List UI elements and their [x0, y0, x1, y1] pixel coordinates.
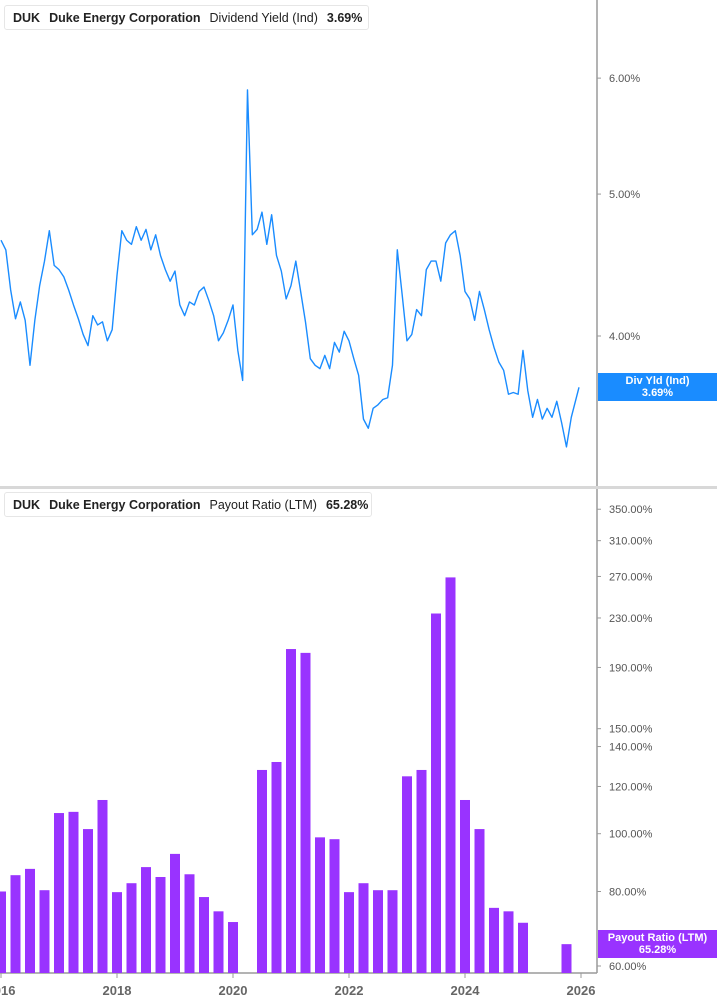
- y-tick-label: 350.00%: [609, 504, 653, 516]
- payout-bar: [373, 890, 383, 973]
- payout-bar: [54, 813, 64, 973]
- y-tick-label: 4.00%: [609, 331, 640, 343]
- legend-value: 3.69%: [326, 10, 363, 25]
- x-tick-label: 2026: [567, 983, 596, 998]
- payout-bar: [155, 877, 166, 973]
- y-tick-label: 190.00%: [609, 662, 653, 674]
- dividend-yield-line: [0, 89, 580, 448]
- payout-bar: [503, 911, 514, 973]
- payout-bar: [445, 577, 456, 973]
- current-payout-value: 65.28%: [638, 944, 677, 956]
- payout-bar: [489, 907, 499, 973]
- legend-ticker: DUK: [13, 497, 41, 512]
- legend-metric: Dividend Yield (Ind): [209, 10, 318, 25]
- y-tick-label: 270.00%: [609, 571, 653, 583]
- payout-bar: [170, 853, 180, 973]
- y-tick-label: 310.00%: [609, 536, 653, 548]
- payout-bar: [431, 613, 441, 973]
- current-yield-value: 3.69%: [641, 387, 674, 399]
- current-yield-name: Div Yld (Ind): [625, 375, 690, 387]
- payout-bar: [68, 811, 79, 973]
- y-tick-label: 100.00%: [609, 829, 653, 841]
- y-tick-label: 60.00%: [609, 961, 647, 973]
- payout-bar: [10, 875, 21, 973]
- payout-bar: [344, 892, 354, 973]
- top-legend: DUK Duke Energy Corporation Dividend Yie…: [4, 5, 369, 30]
- payout-bar: [126, 883, 137, 973]
- current-payout-label: Payout Ratio (LTM) 65.28%: [598, 930, 717, 958]
- payout-bar: [25, 868, 35, 973]
- y-tick-label: 150.00%: [609, 724, 653, 736]
- legend-company: Duke Energy Corporation: [49, 10, 201, 25]
- payout-bar: [416, 769, 427, 973]
- payout-bar: [402, 776, 412, 973]
- current-payout-name: Payout Ratio (LTM): [607, 932, 708, 944]
- y-tick-label: 230.00%: [609, 613, 653, 625]
- payout-bar: [257, 769, 267, 973]
- payout-bar: [329, 839, 340, 973]
- payout-bar: [39, 890, 50, 973]
- payout-bar: [112, 892, 122, 973]
- y-tick-label: 120.00%: [609, 781, 653, 793]
- legend-ticker: DUK: [13, 10, 41, 25]
- y-tick-label: 140.00%: [609, 742, 653, 754]
- payout-bar: [271, 761, 282, 973]
- x-tick-label: 2016: [0, 983, 15, 998]
- payout-bar: [213, 911, 224, 973]
- payout-bar: [561, 944, 572, 973]
- x-tick-label: 2024: [451, 983, 481, 998]
- payout-bar: [460, 799, 470, 973]
- x-tick-label: 2018: [103, 983, 132, 998]
- payout-bar: [300, 652, 311, 973]
- payout-bar: [199, 897, 209, 973]
- y-tick-label: 80.00%: [609, 886, 647, 898]
- bottom-legend: DUK Duke Energy Corporation Payout Ratio…: [4, 492, 372, 517]
- legend-company: Duke Energy Corporation: [49, 497, 201, 512]
- y-tick-label: 5.00%: [609, 189, 640, 201]
- payout-bar: [228, 922, 238, 973]
- payout-bar: [358, 883, 369, 973]
- payout-bar: [141, 867, 151, 973]
- payout-bar: [518, 922, 528, 973]
- legend-metric: Payout Ratio (LTM): [209, 497, 317, 512]
- payout-bar: [184, 874, 195, 973]
- payout-bar: [97, 799, 108, 973]
- payout-bar: [315, 837, 325, 973]
- payout-bar: [474, 829, 485, 973]
- payout-bar: [286, 649, 296, 973]
- y-tick-label: 6.00%: [609, 73, 640, 85]
- payout-bar: [83, 829, 93, 973]
- payout-bar: [387, 890, 398, 973]
- payout-bar: [0, 891, 6, 973]
- legend-value: 65.28%: [325, 497, 369, 512]
- current-yield-label: Div Yld (Ind) 3.69%: [598, 373, 717, 401]
- x-tick-label: 2020: [219, 983, 248, 998]
- x-tick-label: 2022: [335, 983, 364, 998]
